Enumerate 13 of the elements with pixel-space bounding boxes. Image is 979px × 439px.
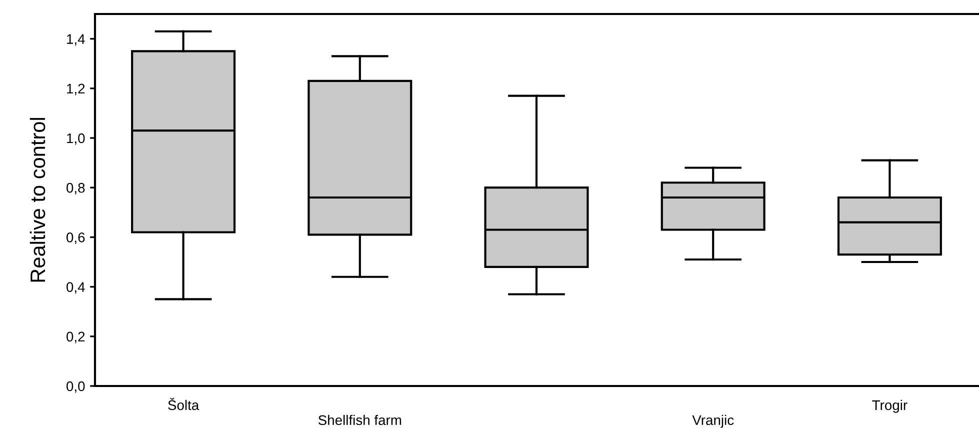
x-tick-label: Vranjic [692, 414, 734, 428]
x-tick-label: Šolta [168, 398, 200, 410]
y-tick-label: 0,4 [66, 282, 85, 294]
y-tick-label: 0,8 [66, 182, 85, 194]
y-tick-label: 1,2 [67, 84, 85, 96]
x-tick-label: Shellfish farm [318, 414, 402, 426]
x-tick-label: Trogir [872, 400, 908, 413]
y-tick-label: 1,4 [67, 34, 85, 46]
y-axis-title: Realtive to control [30, 118, 46, 282]
y-tick-label: 0,6 [66, 232, 85, 244]
y-tick-label: 1,0 [67, 133, 85, 145]
y-tick-label: 0,0 [66, 381, 85, 393]
y-tick-label: 0,2 [66, 332, 85, 344]
